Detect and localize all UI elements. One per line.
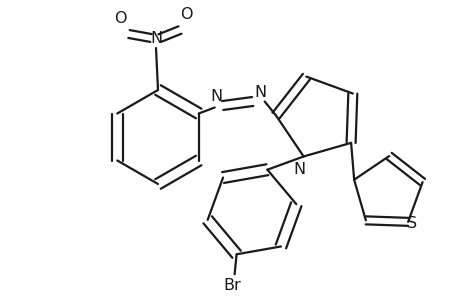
Text: Br: Br [223, 278, 241, 293]
Text: N: N [150, 31, 162, 46]
Text: N: N [293, 163, 305, 178]
Text: N: N [210, 88, 222, 104]
Text: S: S [406, 216, 416, 231]
Text: O: O [113, 11, 126, 26]
Text: N: N [254, 85, 266, 100]
Text: O: O [179, 7, 192, 22]
